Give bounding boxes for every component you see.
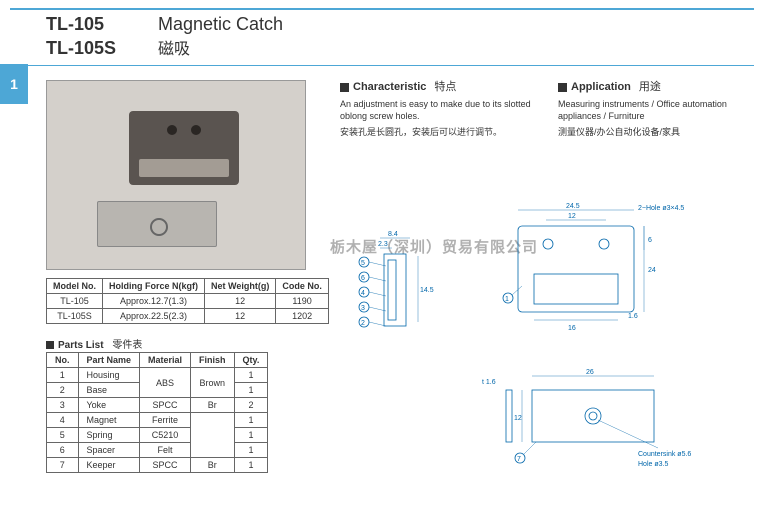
char-label-cn: 特点 xyxy=(434,81,456,93)
parts-th: Part Name xyxy=(78,353,140,368)
app-label-cn: 用途 xyxy=(639,81,661,93)
characteristic-section: Characteristic 特点 An adjustment is easy t… xyxy=(340,78,540,138)
spec-th: Holding Force N(kgf) xyxy=(103,279,205,294)
header: TL-105 Magnetic Catch TL-105S 磁吸 xyxy=(10,8,754,66)
svg-text:6: 6 xyxy=(361,275,365,282)
app-body-en: Measuring instruments / Office automatio… xyxy=(558,98,748,122)
parts-th: Finish xyxy=(191,353,235,368)
drawing-front: 24.5 12 24 6 16 1.6 2−Hole ø3×4.5 1 xyxy=(488,198,738,348)
title-cn: 磁吸 xyxy=(158,35,190,59)
parts-label-en: Parts List xyxy=(58,340,104,351)
parts-label-cn: 零件表 xyxy=(112,340,142,351)
table-row: TL-105Approx.12.7(1.3)121190 xyxy=(47,294,329,309)
table-row: 4MagnetFerrite1 xyxy=(47,413,268,428)
application-section: Application 用途 Measuring instruments / Of… xyxy=(558,78,748,138)
svg-text:26: 26 xyxy=(586,369,594,376)
product-photo xyxy=(46,80,306,270)
app-body-cn: 测量仪器/办公自动化设备/家具 xyxy=(558,126,748,138)
model-a: TL-105 xyxy=(46,14,132,35)
table-row: TL-105SApprox.22.5(2.3)121202 xyxy=(47,309,329,324)
char-body-en: An adjustment is easy to make due to its… xyxy=(340,98,540,122)
spec-table: Model No.Holding Force N(kgf)Net Weight(… xyxy=(46,278,329,324)
svg-text:6: 6 xyxy=(648,237,652,244)
svg-text:14.5: 14.5 xyxy=(420,287,434,294)
svg-text:t 1.6: t 1.6 xyxy=(482,379,496,386)
svg-text:1: 1 xyxy=(505,296,509,303)
drawing-keeper: t 1.6 26 12 Countersink ø5.6 Hole ø3.5 7 xyxy=(478,362,738,472)
svg-text:Countersink ø5.6: Countersink ø5.6 xyxy=(638,451,691,458)
parts-th: No. xyxy=(47,353,79,368)
svg-text:3: 3 xyxy=(361,305,365,312)
svg-text:24: 24 xyxy=(648,267,656,274)
parts-th: Qty. xyxy=(234,353,268,368)
svg-text:2: 2 xyxy=(361,320,365,327)
app-label-en: Application xyxy=(571,81,631,93)
table-row: 7KeeperSPCCBr1 xyxy=(47,458,268,473)
svg-text:12: 12 xyxy=(568,213,576,220)
svg-text:1.6: 1.6 xyxy=(628,313,638,320)
char-label-en: Characteristic xyxy=(353,81,426,93)
spec-th: Code No. xyxy=(276,279,329,294)
table-row: 1HousingABSBrown1 xyxy=(47,368,268,383)
model-b: TL-105S xyxy=(46,38,132,59)
drawing-side: 8.4 2.3 14.5 5 6 4 3 2 xyxy=(352,226,452,366)
svg-text:2−Hole ø3×4.5: 2−Hole ø3×4.5 xyxy=(638,205,684,212)
svg-text:5: 5 xyxy=(361,260,365,267)
table-row: 3YokeSPCCBr2 xyxy=(47,398,268,413)
svg-text:12: 12 xyxy=(514,415,522,422)
table-row: 5SpringC52101 xyxy=(47,428,268,443)
svg-text:24.5: 24.5 xyxy=(566,203,580,210)
svg-text:7: 7 xyxy=(517,456,521,463)
parts-th: Material xyxy=(140,353,191,368)
svg-text:16: 16 xyxy=(568,325,576,332)
svg-text:2.3: 2.3 xyxy=(378,241,388,248)
spec-th: Model No. xyxy=(47,279,103,294)
title-en: Magnetic Catch xyxy=(158,14,283,35)
svg-text:4: 4 xyxy=(361,290,365,297)
parts-list-header: Parts List 零件表 xyxy=(46,336,142,351)
spec-th: Net Weight(g) xyxy=(205,279,276,294)
svg-text:Hole ø3.5: Hole ø3.5 xyxy=(638,461,668,468)
parts-table: No.Part NameMaterialFinishQty. 1HousingA… xyxy=(46,352,268,473)
svg-text:8.4: 8.4 xyxy=(388,231,398,238)
char-body-cn: 安装孔是长圆孔，安装后可以进行调节。 xyxy=(340,126,540,138)
table-row: 6SpacerFelt1 xyxy=(47,443,268,458)
